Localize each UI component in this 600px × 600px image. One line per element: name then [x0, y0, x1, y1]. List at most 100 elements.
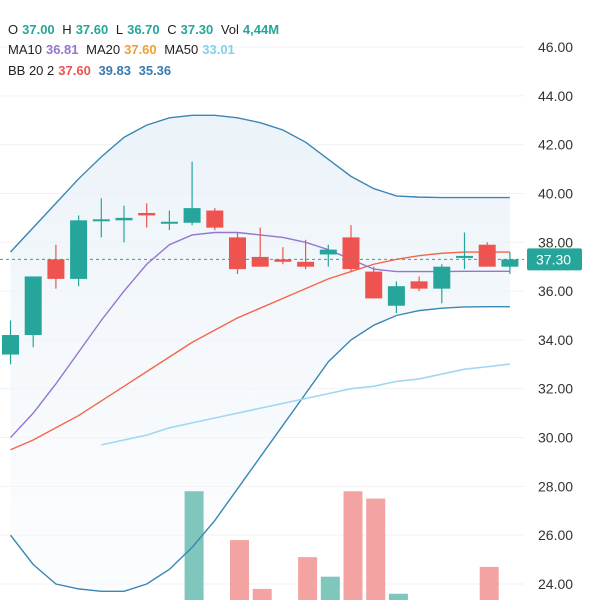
candle — [70, 215, 88, 287]
candle-body — [160, 221, 178, 224]
candle — [365, 266, 383, 299]
candle-body — [47, 259, 65, 279]
y-axis: 46.00 44.00 42.00 40.00 38.00 36.00 34.00 32.00… — [538, 39, 573, 592]
candle-body — [319, 249, 337, 255]
candle-body — [183, 208, 201, 223]
y-tick-label: 38.00 — [538, 234, 573, 250]
candle-body — [456, 255, 473, 258]
candle — [433, 264, 451, 304]
candle — [410, 276, 428, 292]
candles — [2, 161, 519, 365]
ma50-value: 33.01 — [202, 42, 235, 57]
candle — [183, 161, 201, 226]
candle-body — [206, 210, 224, 228]
bb-mid-value: 37.60 — [58, 63, 91, 78]
candle-body — [251, 256, 269, 267]
y-tick-label: 24.00 — [538, 576, 573, 592]
candle-body — [24, 276, 42, 336]
candle — [478, 242, 496, 267]
candle-body — [297, 261, 315, 267]
last-price-label: 37.30 — [536, 251, 571, 267]
ma20-label: MA20 — [86, 42, 121, 57]
candle — [115, 205, 133, 243]
last-price-tag: 37.30 — [527, 248, 582, 271]
candle — [319, 244, 337, 267]
candle-body — [433, 266, 451, 289]
candle-body — [138, 212, 156, 216]
bollinger-lower-line — [9, 306, 510, 593]
low-label: L — [115, 22, 124, 37]
y-tick-label: 44.00 — [538, 88, 573, 104]
candle-body — [92, 219, 110, 222]
open-label: O — [8, 22, 19, 37]
volume-bar — [388, 593, 408, 600]
volume-bars — [184, 491, 499, 600]
ma20-line — [10, 251, 510, 451]
bb-label: BB 20 2 — [8, 63, 55, 78]
volume-bar — [366, 498, 386, 600]
open-value: 37.00 — [22, 22, 55, 37]
candle-body — [365, 271, 383, 299]
candle-body — [410, 281, 428, 289]
candle-body — [2, 335, 19, 355]
bb-lower-value: 35.36 — [138, 63, 172, 78]
candle — [206, 208, 224, 231]
candle — [138, 203, 156, 228]
volume-bar — [343, 491, 363, 600]
candle-body — [70, 220, 88, 279]
candle — [274, 247, 292, 265]
bb-upper-value: 39.83 — [98, 63, 131, 78]
y-tick-label: 46.00 — [538, 39, 573, 55]
high-value: 37.60 — [75, 22, 109, 37]
volume-bar — [479, 566, 499, 600]
candle-body — [274, 259, 292, 262]
y-tick-label: 36.00 — [538, 283, 573, 299]
ma20-value: 37.60 — [124, 42, 157, 57]
volume-bar — [298, 557, 318, 600]
candle — [47, 244, 65, 289]
bollinger-band-fill — [10, 115, 510, 592]
ohlc-legend: O 37.00 H 37.60 L 36.70 C 37.30 Vol 4,44M — [8, 22, 283, 37]
candle-body — [229, 237, 246, 270]
volume-bar — [230, 540, 249, 600]
y-tick-label: 42.00 — [538, 137, 573, 153]
low-value: 36.70 — [127, 22, 160, 37]
candle-body — [501, 259, 519, 267]
y-tick-label: 34.00 — [538, 332, 573, 348]
candle — [2, 320, 19, 365]
ma10-value: 36.81 — [45, 42, 79, 57]
y-tick-label: 32.00 — [538, 381, 573, 397]
ma50-label: MA50 — [164, 42, 199, 57]
volume-bar — [320, 576, 340, 600]
ma50-line — [101, 363, 510, 446]
volume-label: Vol — [220, 22, 239, 37]
candle-body — [478, 244, 496, 267]
candle-body — [115, 217, 133, 221]
close-label: C — [167, 22, 177, 37]
candle — [456, 232, 473, 270]
volume-bar — [252, 588, 272, 600]
candle — [160, 210, 178, 231]
ma-legend: MA10 36.81 MA20 37.60 MA50 33.01 — [8, 42, 239, 57]
y-tick-label: 30.00 — [538, 430, 573, 446]
candle-body — [387, 286, 405, 306]
candle — [342, 225, 360, 272]
y-tick-label: 28.00 — [538, 478, 573, 494]
candle — [251, 227, 269, 267]
candle — [297, 239, 315, 270]
high-label: H — [62, 22, 72, 37]
candle-body — [342, 237, 360, 270]
y-tick-label: 40.00 — [538, 185, 573, 201]
ma10-label: MA10 — [8, 42, 42, 57]
candle — [24, 276, 42, 348]
candle — [387, 281, 405, 314]
candle — [92, 198, 110, 238]
bollinger-upper-line — [9, 114, 510, 253]
volume-value: 4,44M — [242, 22, 280, 37]
bb-legend: BB 20 2 37.60 39.83 35.36 — [8, 63, 175, 78]
candle — [501, 252, 519, 275]
candle — [229, 232, 246, 275]
close-value: 37.30 — [180, 22, 214, 37]
y-tick-label: 26.00 — [538, 527, 573, 543]
